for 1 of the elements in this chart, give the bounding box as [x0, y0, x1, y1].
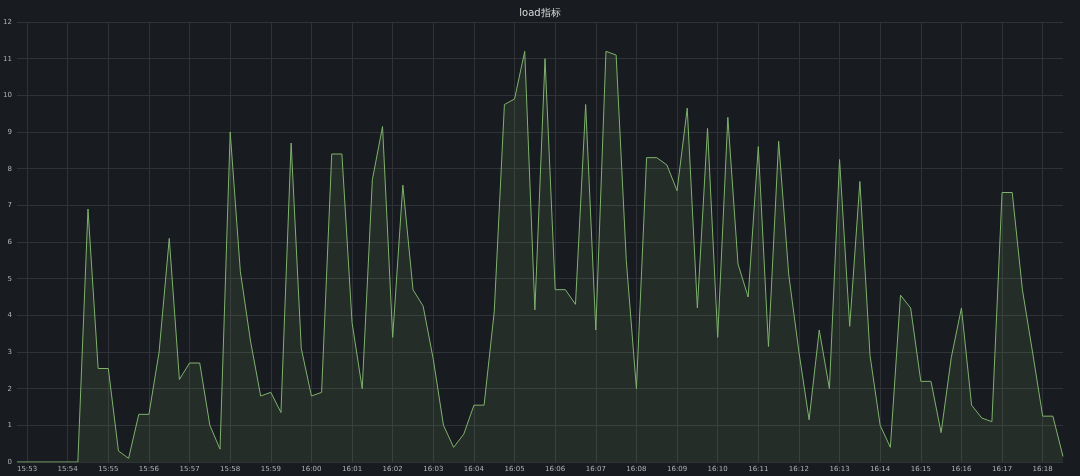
chart-title: load指标: [519, 6, 561, 18]
